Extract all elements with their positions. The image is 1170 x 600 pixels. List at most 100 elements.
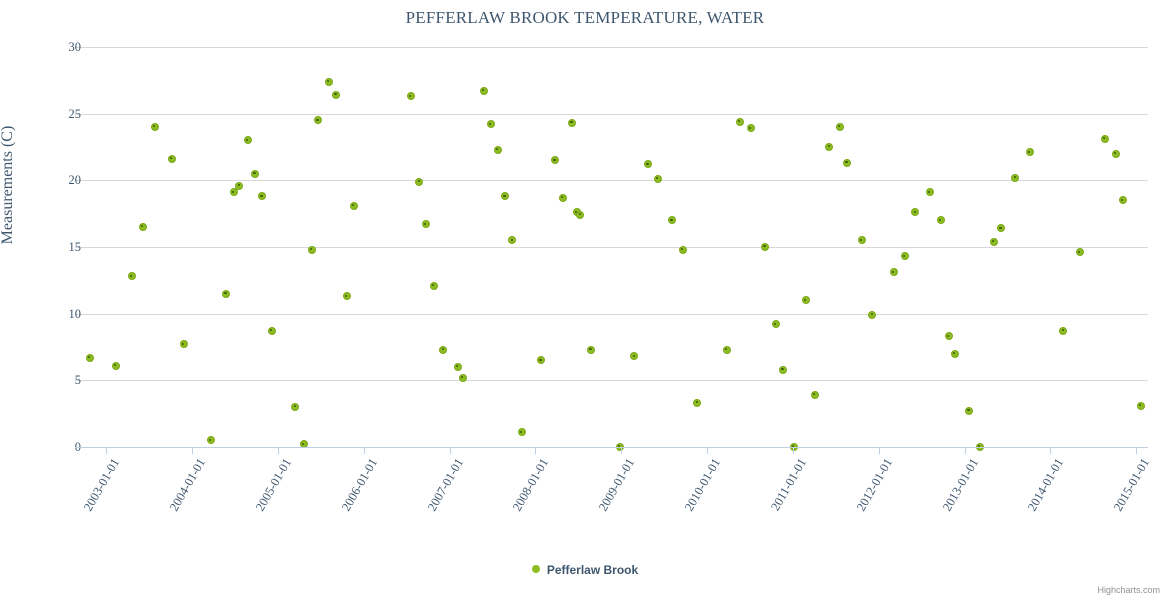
data-point[interactable]	[85, 353, 94, 362]
data-point[interactable]	[1136, 401, 1145, 410]
gridline	[75, 380, 1148, 382]
data-point[interactable]	[1118, 196, 1127, 205]
data-point[interactable]	[508, 236, 517, 245]
x-axis-tick	[878, 448, 880, 454]
data-point[interactable]	[150, 123, 159, 131]
gridline	[75, 247, 1148, 248]
data-point[interactable]	[291, 403, 300, 411]
data-point[interactable]	[997, 224, 1006, 233]
data-point[interactable]	[551, 156, 560, 165]
data-point[interactable]	[138, 223, 147, 231]
x-axis-tick	[964, 448, 966, 454]
gridline	[75, 180, 1148, 182]
data-point[interactable]	[825, 143, 834, 151]
data-point[interactable]	[965, 407, 974, 415]
data-point[interactable]	[644, 160, 653, 169]
data-point[interactable]	[722, 345, 731, 354]
data-point[interactable]	[314, 116, 323, 125]
data-point[interactable]	[811, 391, 820, 399]
data-point[interactable]	[243, 136, 252, 145]
data-point[interactable]	[406, 92, 415, 101]
data-point[interactable]	[324, 77, 333, 86]
legend-item-label: Pefferlaw Brook	[546, 562, 639, 577]
x-axis-tick-label: 2005-01-01	[253, 456, 295, 514]
data-point[interactable]	[1075, 248, 1084, 257]
data-point[interactable]	[868, 311, 877, 319]
data-point[interactable]	[693, 399, 702, 407]
data-point[interactable]	[1111, 149, 1120, 158]
data-point[interactable]	[857, 236, 866, 245]
data-point[interactable]	[889, 268, 898, 277]
data-point[interactable]	[251, 169, 260, 178]
y-axis-title: Measurements (C)	[0, 125, 16, 245]
x-axis-tick-label: 2010-01-01	[682, 456, 724, 514]
data-point[interactable]	[537, 356, 546, 365]
gridline	[75, 313, 1148, 315]
data-point[interactable]	[486, 120, 495, 129]
data-point[interactable]	[1025, 148, 1034, 157]
x-axis-tick	[1050, 448, 1052, 454]
x-axis-tick-label: 2014-01-01	[1025, 456, 1067, 514]
data-point[interactable]	[1100, 135, 1109, 143]
data-point[interactable]	[1011, 173, 1020, 182]
data-point[interactable]	[206, 436, 215, 445]
legend-item-pefferlaw-brook[interactable]: Pefferlaw Brook	[531, 562, 639, 577]
data-point[interactable]	[1059, 327, 1068, 335]
data-point[interactable]	[779, 365, 788, 374]
data-point[interactable]	[332, 91, 341, 99]
data-point[interactable]	[229, 188, 238, 197]
data-point[interactable]	[587, 345, 596, 354]
data-point[interactable]	[989, 237, 998, 246]
data-point[interactable]	[128, 272, 137, 281]
gridline	[75, 113, 1148, 115]
data-point[interactable]	[679, 245, 688, 254]
data-point[interactable]	[761, 243, 770, 251]
data-point[interactable]	[111, 361, 120, 370]
gridline	[75, 47, 1148, 48]
data-point[interactable]	[258, 192, 267, 201]
highcharts-credits[interactable]: Highcharts.com	[1097, 585, 1160, 595]
data-point[interactable]	[801, 296, 810, 305]
data-point[interactable]	[746, 124, 755, 133]
x-axis-tick	[363, 448, 365, 454]
data-point[interactable]	[501, 192, 510, 201]
data-point[interactable]	[950, 349, 959, 358]
data-point[interactable]	[518, 428, 527, 437]
data-point[interactable]	[421, 220, 430, 229]
data-point[interactable]	[936, 216, 945, 225]
data-point[interactable]	[179, 340, 188, 349]
data-point[interactable]	[735, 117, 744, 126]
data-point[interactable]	[342, 292, 351, 301]
x-axis-line	[75, 447, 1148, 448]
data-point[interactable]	[668, 216, 677, 225]
x-axis-tick	[792, 448, 794, 454]
data-point[interactable]	[925, 188, 934, 197]
y-axis-tick-label: 25	[68, 106, 82, 121]
data-point[interactable]	[222, 289, 231, 298]
data-point[interactable]	[453, 363, 462, 371]
data-point[interactable]	[458, 373, 467, 382]
data-point[interactable]	[558, 193, 567, 202]
data-point[interactable]	[653, 175, 662, 183]
data-point[interactable]	[415, 177, 424, 186]
data-point[interactable]	[267, 327, 276, 335]
data-point[interactable]	[911, 208, 920, 217]
data-point[interactable]	[568, 119, 577, 127]
data-point[interactable]	[843, 159, 852, 167]
x-axis-tick	[535, 448, 537, 454]
data-point[interactable]	[944, 332, 953, 341]
data-point[interactable]	[429, 281, 438, 290]
data-point[interactable]	[900, 252, 909, 261]
data-point[interactable]	[630, 352, 639, 361]
data-point[interactable]	[308, 245, 317, 254]
data-point[interactable]	[576, 211, 585, 219]
data-point[interactable]	[439, 345, 448, 354]
data-point[interactable]	[167, 155, 176, 163]
data-point[interactable]	[493, 145, 502, 154]
data-point[interactable]	[350, 201, 359, 210]
data-point[interactable]	[235, 181, 244, 190]
data-point[interactable]	[835, 123, 844, 131]
data-point[interactable]	[479, 87, 488, 95]
data-point[interactable]	[771, 320, 780, 329]
x-axis-tick	[1136, 448, 1138, 454]
